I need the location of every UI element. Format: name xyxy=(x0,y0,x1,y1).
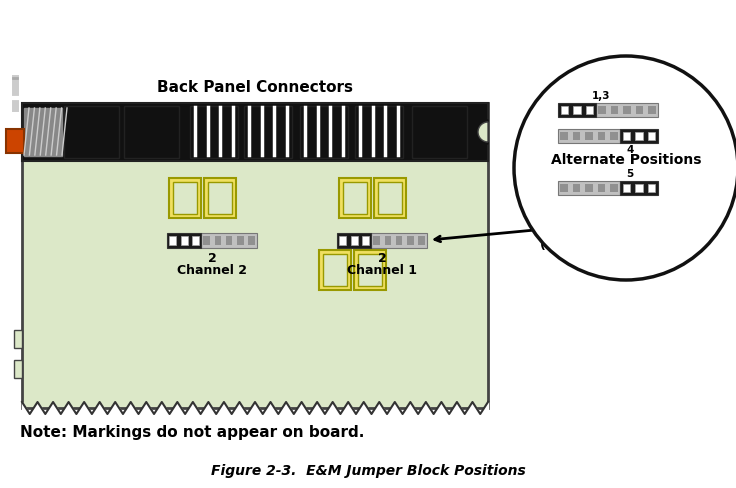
Bar xyxy=(373,236,380,244)
Bar xyxy=(623,132,630,140)
Text: Figure 2-3.  E&M Jumper Block Positions: Figure 2-3. E&M Jumper Block Positions xyxy=(210,464,526,478)
Bar xyxy=(385,236,392,244)
Bar xyxy=(190,106,238,158)
Bar xyxy=(169,178,201,218)
Bar xyxy=(636,106,643,114)
Bar xyxy=(173,182,197,214)
Bar xyxy=(558,103,596,117)
Bar xyxy=(124,106,179,158)
Bar xyxy=(635,184,643,192)
Bar xyxy=(596,103,658,117)
Bar xyxy=(418,236,425,244)
Bar xyxy=(300,106,348,158)
Text: 2: 2 xyxy=(208,252,216,265)
Bar xyxy=(358,254,382,286)
Bar xyxy=(623,106,631,114)
Text: 2: 2 xyxy=(378,252,386,265)
Bar xyxy=(561,132,568,140)
Bar xyxy=(180,236,188,244)
Bar xyxy=(6,129,24,153)
Bar xyxy=(648,106,656,114)
Bar xyxy=(14,330,22,348)
Bar xyxy=(573,106,581,114)
Bar xyxy=(378,182,402,214)
Bar xyxy=(585,132,592,140)
Text: Channel 1: Channel 1 xyxy=(347,264,417,278)
Bar xyxy=(412,106,467,158)
Bar xyxy=(648,132,656,140)
Bar xyxy=(585,184,592,192)
Bar xyxy=(201,232,257,247)
Bar xyxy=(610,184,618,192)
Bar xyxy=(226,236,233,244)
Bar xyxy=(319,250,351,290)
Text: 1,3: 1,3 xyxy=(592,91,610,101)
Bar xyxy=(407,236,414,244)
Text: Note: Markings do not appear on board.: Note: Markings do not appear on board. xyxy=(20,426,364,441)
Bar xyxy=(244,106,292,158)
Bar xyxy=(362,236,369,244)
Bar xyxy=(610,132,618,140)
Bar xyxy=(167,232,201,247)
Bar xyxy=(396,236,403,244)
Bar xyxy=(561,106,568,114)
Bar xyxy=(339,236,346,244)
Bar xyxy=(203,236,210,244)
Bar xyxy=(355,106,403,158)
Bar xyxy=(586,106,593,114)
Bar xyxy=(204,178,236,218)
Text: Back Panel Connectors: Back Panel Connectors xyxy=(157,80,353,95)
Bar xyxy=(22,103,488,161)
Bar xyxy=(598,184,605,192)
Bar xyxy=(215,236,222,244)
Bar xyxy=(208,182,232,214)
Bar xyxy=(22,103,488,408)
Bar xyxy=(623,184,630,192)
Bar xyxy=(350,236,358,244)
Bar xyxy=(354,250,386,290)
Bar xyxy=(558,181,620,195)
Bar xyxy=(14,360,22,378)
Bar xyxy=(598,132,605,140)
Bar xyxy=(343,182,367,214)
Bar xyxy=(248,236,255,244)
Wedge shape xyxy=(476,120,488,144)
Bar xyxy=(237,236,244,244)
Bar xyxy=(371,232,427,247)
Bar xyxy=(573,132,580,140)
Bar xyxy=(24,108,62,156)
Bar xyxy=(598,106,606,114)
Bar xyxy=(64,106,119,158)
Bar xyxy=(620,129,658,143)
Bar xyxy=(323,254,347,286)
Bar xyxy=(337,232,371,247)
Text: 4: 4 xyxy=(626,145,634,155)
Wedge shape xyxy=(478,122,488,142)
Bar xyxy=(558,129,620,143)
Text: Alternate Positions: Alternate Positions xyxy=(551,153,701,167)
Bar xyxy=(339,178,371,218)
Bar xyxy=(635,132,643,140)
Bar xyxy=(169,236,176,244)
Bar xyxy=(620,181,658,195)
Bar xyxy=(573,184,580,192)
Bar xyxy=(611,106,618,114)
Text: 5: 5 xyxy=(626,169,634,179)
Text: Channel 2: Channel 2 xyxy=(177,264,247,278)
Bar xyxy=(648,184,656,192)
Bar xyxy=(192,236,199,244)
Bar xyxy=(374,178,406,218)
Bar xyxy=(561,184,568,192)
Circle shape xyxy=(514,56,736,280)
Text: Jumper Blocks
In Position 2
(Default): Jumper Blocks In Position 2 (Default) xyxy=(540,208,640,251)
